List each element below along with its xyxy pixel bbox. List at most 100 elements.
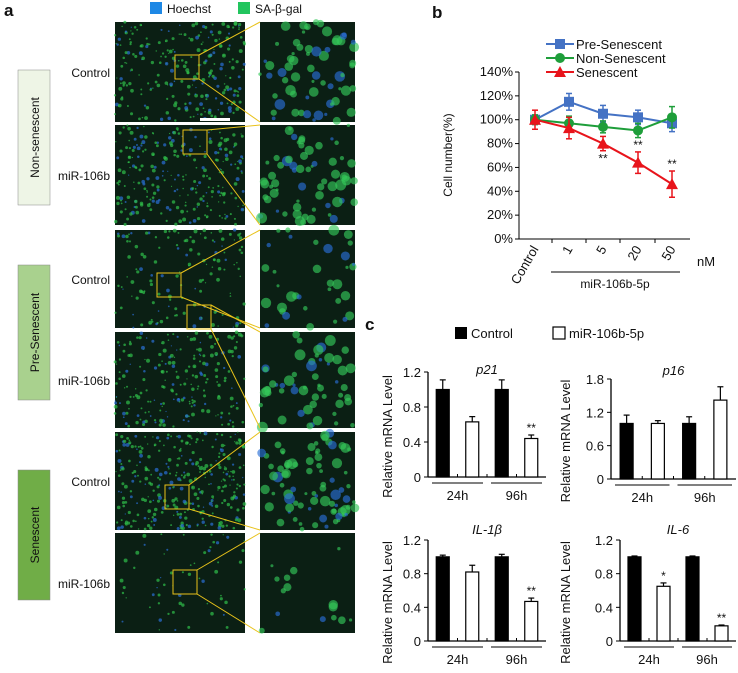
cell: [203, 168, 207, 173]
cell: [345, 504, 351, 510]
group-label-box: [17, 264, 51, 401]
cell: [158, 61, 162, 64]
y-tick-label: 0.8: [403, 400, 421, 415]
cell: [312, 19, 320, 26]
zoom-connector: [188, 431, 261, 486]
cell: [321, 26, 333, 37]
x-tick-label: 1: [559, 243, 576, 257]
cell: [148, 481, 152, 485]
cell: [319, 616, 326, 623]
cell: [200, 408, 205, 413]
cell: [334, 140, 339, 146]
cell: [229, 396, 234, 401]
cell: [306, 360, 317, 372]
cell: [208, 137, 212, 140]
micrograph-main: [115, 533, 245, 633]
cell: [181, 603, 185, 607]
cell: [300, 219, 307, 226]
cell: [349, 42, 360, 53]
cell: [134, 244, 139, 249]
cell: [151, 593, 155, 597]
x-group-label: 24h: [447, 488, 469, 503]
cell: [113, 412, 117, 415]
cell: [239, 275, 241, 278]
cell: [264, 502, 274, 512]
cell: [205, 263, 208, 266]
cell: [346, 484, 351, 489]
y-tick-label: 0.8: [595, 567, 613, 582]
cell: [147, 82, 150, 85]
subplot-il-1β: 0 0.4 0.8 1.2 ** 24h 96h IL-1β Relative mRNA Lev…: [380, 522, 546, 667]
cell: [232, 326, 234, 328]
cell: [191, 23, 196, 28]
cell: [214, 38, 218, 43]
cell: [215, 375, 219, 379]
cell: [223, 251, 226, 254]
cell: [136, 513, 140, 517]
cell: [217, 414, 219, 416]
cell: [126, 50, 131, 55]
cell: [149, 208, 153, 212]
cell: [134, 434, 138, 438]
cell: [210, 232, 213, 234]
y-axis-label: Cell number(%): [441, 113, 455, 196]
cell: [130, 30, 132, 32]
cell: [211, 495, 215, 499]
cell: [117, 103, 122, 108]
cell: [286, 54, 295, 63]
cell: [234, 222, 237, 226]
cell: [279, 482, 285, 488]
cell: [292, 209, 302, 219]
cell: [144, 148, 147, 151]
cell: [118, 180, 121, 183]
cell: [315, 141, 323, 150]
cell: [195, 166, 198, 169]
cell: [131, 156, 134, 159]
cell: [176, 510, 179, 513]
y-tick-label: 40%: [487, 183, 513, 198]
cell: [217, 485, 221, 490]
cell: [126, 217, 130, 221]
cell: [184, 204, 187, 207]
cell: [121, 482, 125, 486]
cell: [154, 80, 158, 84]
cell: [221, 313, 224, 316]
cell: [206, 377, 209, 381]
cell: [158, 449, 161, 452]
cell: [230, 349, 234, 354]
cell: [192, 324, 197, 329]
cell: [273, 154, 280, 162]
cell: [327, 181, 338, 192]
cell: [237, 431, 239, 433]
cell: [223, 366, 226, 370]
cell: [301, 30, 306, 34]
cell: [185, 253, 189, 257]
cell: [189, 116, 192, 119]
cell: [174, 628, 177, 632]
significance-marker: **: [667, 157, 677, 171]
cell: [304, 492, 308, 496]
cell: [231, 425, 235, 428]
cell: [330, 508, 337, 515]
cell: [161, 506, 166, 510]
cell: [276, 284, 280, 288]
cell: [283, 462, 290, 469]
cell: [180, 209, 184, 214]
cell: [161, 52, 165, 55]
cell: [120, 463, 123, 466]
cell: [232, 496, 235, 499]
cell: [124, 30, 128, 33]
cell: [298, 135, 306, 143]
cell: [232, 526, 236, 530]
cell: [231, 421, 234, 424]
cell: [207, 131, 210, 134]
cell: [147, 400, 150, 403]
cell: [269, 471, 278, 481]
cell: [195, 463, 198, 466]
cell: [161, 405, 163, 408]
cell: [207, 71, 211, 75]
cell: [138, 461, 142, 464]
cell: [126, 400, 130, 405]
cell: [220, 416, 223, 419]
cell: [331, 614, 337, 621]
